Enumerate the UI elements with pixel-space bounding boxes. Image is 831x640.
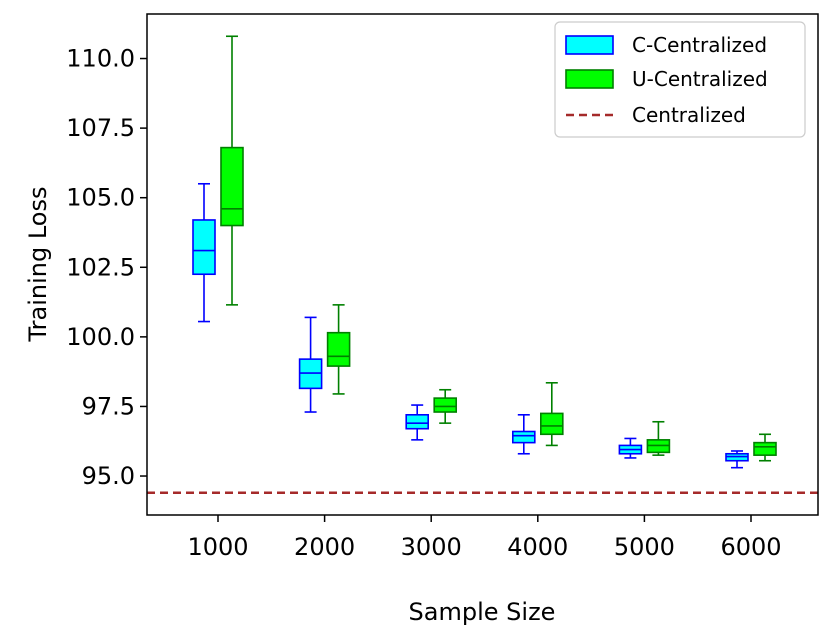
box-body <box>511 430 536 444</box>
y-tick-label: 105.0 <box>66 184 135 212</box>
legend-frame <box>554 21 806 138</box>
box-body <box>539 412 564 436</box>
plot-frame <box>146 13 819 516</box>
y-tick-label: 100.0 <box>66 323 135 351</box>
legend-swatch-u-centralized <box>565 69 614 89</box>
box-body <box>192 219 216 276</box>
y-tick-label: 102.5 <box>66 253 135 281</box>
legend-label-u-centralized: U-Centralized <box>632 67 768 91</box>
x-tick-label: 4000 <box>507 533 568 561</box>
box-u-centralized-4000 <box>539 381 564 447</box>
legend-swatch-c-centralized <box>565 35 614 55</box>
plot-content <box>147 35 818 494</box>
box-body <box>433 397 458 413</box>
x-axis-label: Sample Size <box>409 598 556 626</box>
x-tick-label: 3000 <box>401 533 462 561</box>
legend-label-centralized: Centralized <box>632 103 746 127</box>
y-tick-label: 97.5 <box>82 392 135 420</box>
x-axis: 1000 2000 3000 4000 5000 6000 <box>187 515 782 561</box>
x-tick-label: 2000 <box>294 533 355 561</box>
box-u-centralized-6000 <box>753 433 777 462</box>
box-u-centralized-2000 <box>326 304 351 395</box>
box-u-centralized-1000 <box>220 35 244 306</box>
box-c-centralized-5000 <box>618 437 643 459</box>
y-axis: 95.0 97.5 100.0 102.5 105.0 107.5 110.0 <box>66 45 147 490</box>
box-body <box>405 413 430 430</box>
x-tick-label: 1000 <box>187 533 248 561</box>
box-u-centralized-3000 <box>433 388 458 424</box>
box-body <box>753 441 777 456</box>
legend: C-Centralized U-Centralized Centralized <box>554 21 806 138</box>
box-body <box>220 146 244 227</box>
y-tick-label: 107.5 <box>66 114 135 142</box>
box-c-centralized-1000 <box>192 182 216 323</box>
x-tick-label: 6000 <box>720 533 781 561</box>
box-c-centralized-3000 <box>405 404 430 441</box>
box-c-centralized-6000 <box>725 450 749 469</box>
y-axis-label: Training Loss <box>24 187 52 343</box>
y-tick-label: 110.0 <box>66 45 135 73</box>
box-c-centralized-2000 <box>298 316 323 413</box>
legend-label-c-centralized: C-Centralized <box>632 33 767 57</box>
box-u-centralized-5000 <box>646 420 671 456</box>
box-c-centralized-4000 <box>511 413 536 455</box>
x-tick-label: 5000 <box>614 533 675 561</box>
box-body <box>326 331 351 367</box>
y-tick-label: 95.0 <box>82 462 135 490</box>
